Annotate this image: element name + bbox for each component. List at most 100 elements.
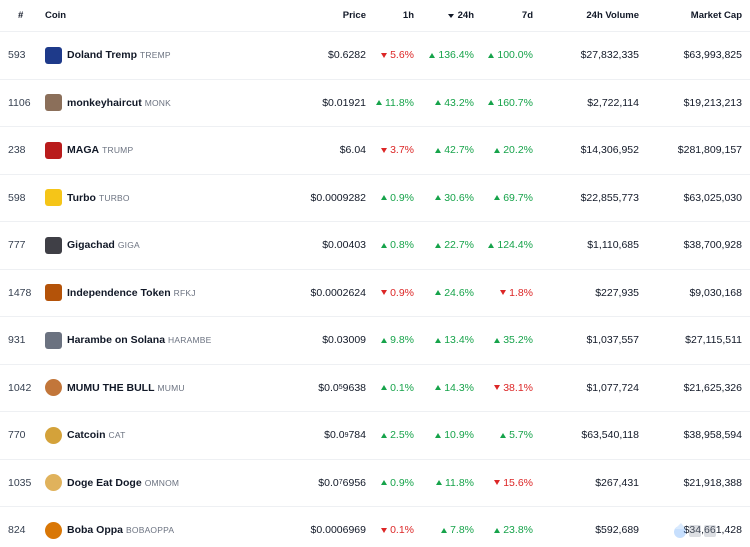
header-24h[interactable]: 24h xyxy=(447,0,474,31)
coin-cell[interactable]: MAGA TRUMP xyxy=(45,127,295,174)
table-row[interactable]: 238 MAGA TRUMP $6.04 3.7% 42.7% 20.2% $14,306,9… xyxy=(0,127,750,175)
header-price[interactable]: Price xyxy=(342,10,366,21)
coin-cell[interactable]: Boba Oppa BOBAOPPA xyxy=(45,507,295,547)
coin-rank: 593 xyxy=(8,49,26,62)
coin-name[interactable]: Doge Eat Doge xyxy=(67,476,142,489)
table-header: # Coin Price 1h 24h 7d 24h Volume Market… xyxy=(0,0,750,32)
change-7d-value: 1.8% xyxy=(509,286,533,299)
coin-cell[interactable]: Harambe on Solana HARAMBE xyxy=(45,317,295,364)
header-7d[interactable]: 7d xyxy=(521,10,533,21)
arrow-up-icon xyxy=(435,385,442,391)
coin-cell[interactable]: Gigachad GIGA xyxy=(45,222,295,269)
catcoin-logo-icon xyxy=(45,426,62,444)
header-rank[interactable]: # xyxy=(18,10,24,21)
table-row[interactable]: 777 Gigachad GIGA $0.00403 0.8% 22.7% 124.4% $1… xyxy=(0,222,750,270)
harambe-logo-icon xyxy=(45,331,62,349)
coin-cell[interactable]: Catcoin CAT xyxy=(45,412,295,459)
coin-name[interactable]: Boba Oppa xyxy=(67,524,124,537)
coin-rank: 1106 xyxy=(8,96,31,109)
change-7d-value: 35.2% xyxy=(503,334,533,347)
arrow-up-icon xyxy=(381,195,388,201)
arrow-up-icon xyxy=(435,290,442,296)
coin-volume: $27,832,335 xyxy=(580,49,639,62)
change-7d-value: 23.8% xyxy=(503,524,533,537)
independence-token-logo-icon xyxy=(45,284,62,302)
coin-name[interactable]: Gigachad xyxy=(67,239,115,252)
coin-cell[interactable]: Doge Eat Doge OMNOM xyxy=(45,460,295,507)
arrow-up-icon xyxy=(435,147,442,153)
coin-symbol: CAT xyxy=(108,430,126,441)
arrow-up-icon xyxy=(488,100,495,106)
coin-cell[interactable]: MUMU THE BULL MUMU xyxy=(45,365,295,412)
coin-name[interactable]: Turbo xyxy=(67,191,96,204)
doland-tremp-logo-icon xyxy=(45,46,62,64)
table-row[interactable]: 1106 monkeyhaircut MONK $0.01921 11.8% 43.2% 1… xyxy=(0,80,750,127)
table-row[interactable]: 824 Boba Oppa BOBAOPPA $0.0006969 0.1% 7.8% 23… xyxy=(0,507,750,547)
coin-name[interactable]: MAGA xyxy=(67,144,100,157)
change-7d: 35.2% xyxy=(494,317,533,364)
table-row[interactable]: 593 Doland Tremp TREMP $0.6282 5.6% 136.4% 100… xyxy=(0,32,750,80)
coin-symbol: BOBAOPPA xyxy=(126,525,175,536)
arrow-up-icon xyxy=(381,385,388,391)
arrow-up-icon xyxy=(500,432,507,438)
change-24h: 11.8% xyxy=(436,460,474,507)
price-zero-count: 5 xyxy=(338,384,343,392)
change-24h: 43.2% xyxy=(435,80,474,127)
coin-cell[interactable]: Independence Token RFKJ xyxy=(45,270,295,317)
table-row[interactable]: 1035 Doge Eat Doge OMNOM $0.0 7 6956 0.9% 11.8%… xyxy=(0,460,750,507)
change-1h: 5.6% xyxy=(381,32,414,79)
coin-volume: $592,689 xyxy=(595,524,639,537)
arrow-down-icon xyxy=(381,527,388,533)
table-row[interactable]: 1042 MUMU THE BULL MUMU $0.0 5 9638 0.1% 14.3% 3… xyxy=(0,365,750,412)
price-main: $0.01921 xyxy=(322,96,366,109)
coin-name[interactable]: Doland Tremp xyxy=(67,49,138,62)
change-1h: 0.9% xyxy=(381,270,414,317)
change-24h: 24.6% xyxy=(435,270,474,317)
coin-volume: $63,540,118 xyxy=(581,429,639,442)
coin-name[interactable]: Independence Token xyxy=(67,286,171,299)
change-24h-value: 22.7% xyxy=(444,239,474,252)
coin-market-cap: $21,918,388 xyxy=(683,476,742,489)
coin-cell[interactable]: Doland Tremp TREMP xyxy=(45,32,295,79)
coin-symbol: HARAMBE xyxy=(168,335,212,346)
arrow-up-icon xyxy=(381,242,388,248)
change-24h: 136.4% xyxy=(429,32,474,79)
coin-market-cap: $27,115,511 xyxy=(685,334,742,347)
coin-name[interactable]: monkeyhaircut xyxy=(67,96,142,109)
coin-market-cap: $38,958,594 xyxy=(683,429,742,442)
coin-symbol: TREMP xyxy=(140,50,171,61)
coin-market-cap: $9,030,168 xyxy=(689,286,742,299)
header-market-cap[interactable]: Market Cap xyxy=(690,10,742,21)
coin-cell[interactable]: Turbo TURBO xyxy=(45,175,295,222)
change-1h-value: 11.8% xyxy=(385,96,414,109)
arrow-up-icon xyxy=(488,52,495,58)
coin-name[interactable]: Catcoin xyxy=(67,429,106,442)
change-24h-value: 43.2% xyxy=(444,96,474,109)
change-7d-value: 20.2% xyxy=(503,144,533,157)
change-1h-value: 2.5% xyxy=(390,429,414,442)
coin-name[interactable]: MUMU THE BULL xyxy=(67,381,155,394)
header-volume[interactable]: 24h Volume xyxy=(586,10,639,21)
change-1h-value: 0.9% xyxy=(390,286,414,299)
arrow-up-icon xyxy=(435,195,442,201)
arrow-up-icon xyxy=(494,337,501,343)
coin-symbol: TRUMP xyxy=(102,145,134,156)
change-24h-value: 13.4% xyxy=(444,334,474,347)
change-7d-value: 5.7% xyxy=(509,429,533,442)
coin-name[interactable]: Harambe on Solana xyxy=(67,334,166,347)
change-7d: 100.0% xyxy=(488,32,533,79)
table-row[interactable]: 598 Turbo TURBO $0.0009282 0.9% 30.6% 69.7% $22… xyxy=(0,175,750,222)
header-coin[interactable]: Coin xyxy=(45,10,67,21)
gigachad-logo-icon xyxy=(45,236,62,254)
table-row[interactable]: 931 Harambe on Solana HARAMBE $0.03009 9.8% 1… xyxy=(0,317,750,365)
change-1h-value: 0.8% xyxy=(390,239,414,252)
coin-cell[interactable]: monkeyhaircut MONK xyxy=(45,80,295,127)
coin-price: $0.03009 xyxy=(322,317,366,364)
coin-price: $6.04 xyxy=(340,127,366,174)
table-row[interactable]: 770 Catcoin CAT $0.0 9 784 2.5% 10.9% 5.7% $63,54… xyxy=(0,412,750,460)
change-24h: 14.3% xyxy=(435,365,474,412)
header-1h[interactable]: 1h xyxy=(402,10,414,21)
coin-rank: 770 xyxy=(8,429,26,442)
coin-rank: 598 xyxy=(8,191,26,204)
table-row[interactable]: 1478 Independence Token RFKJ $0.0002624 0.9%… xyxy=(0,270,750,317)
